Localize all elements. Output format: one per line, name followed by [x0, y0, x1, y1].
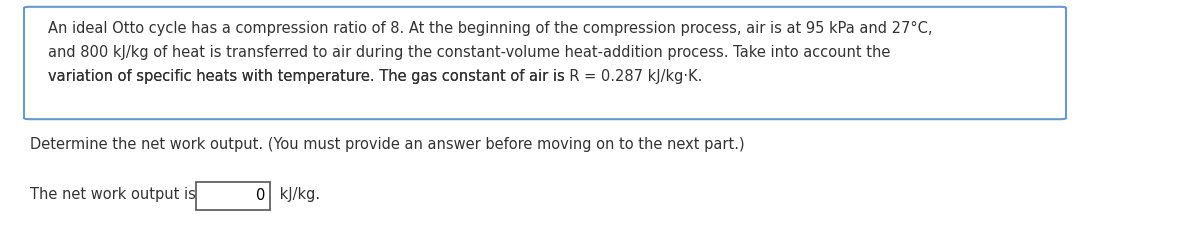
Text: 0: 0 [256, 188, 265, 202]
Text: variation of specific heats with temperature. The gas constant of air is: variation of specific heats with tempera… [48, 69, 569, 83]
Text: variation of specific heats with temperature. The gas constant of air is R = 0.2: variation of specific heats with tempera… [48, 69, 702, 83]
FancyBboxPatch shape [196, 182, 270, 210]
Text: and 800 kJ/kg of heat is transferred to air during the constant-volume heat-addi: and 800 kJ/kg of heat is transferred to … [48, 44, 890, 60]
Text: kJ/kg.: kJ/kg. [275, 188, 320, 202]
Text: Determine the net work output. (You must provide an answer before moving on to t: Determine the net work output. (You must… [30, 137, 745, 152]
FancyBboxPatch shape [24, 7, 1066, 119]
Text: An ideal Otto cycle has a compression ratio of 8. At the beginning of the compre: An ideal Otto cycle has a compression ra… [48, 21, 932, 36]
Text: The net work output is: The net work output is [30, 188, 200, 202]
